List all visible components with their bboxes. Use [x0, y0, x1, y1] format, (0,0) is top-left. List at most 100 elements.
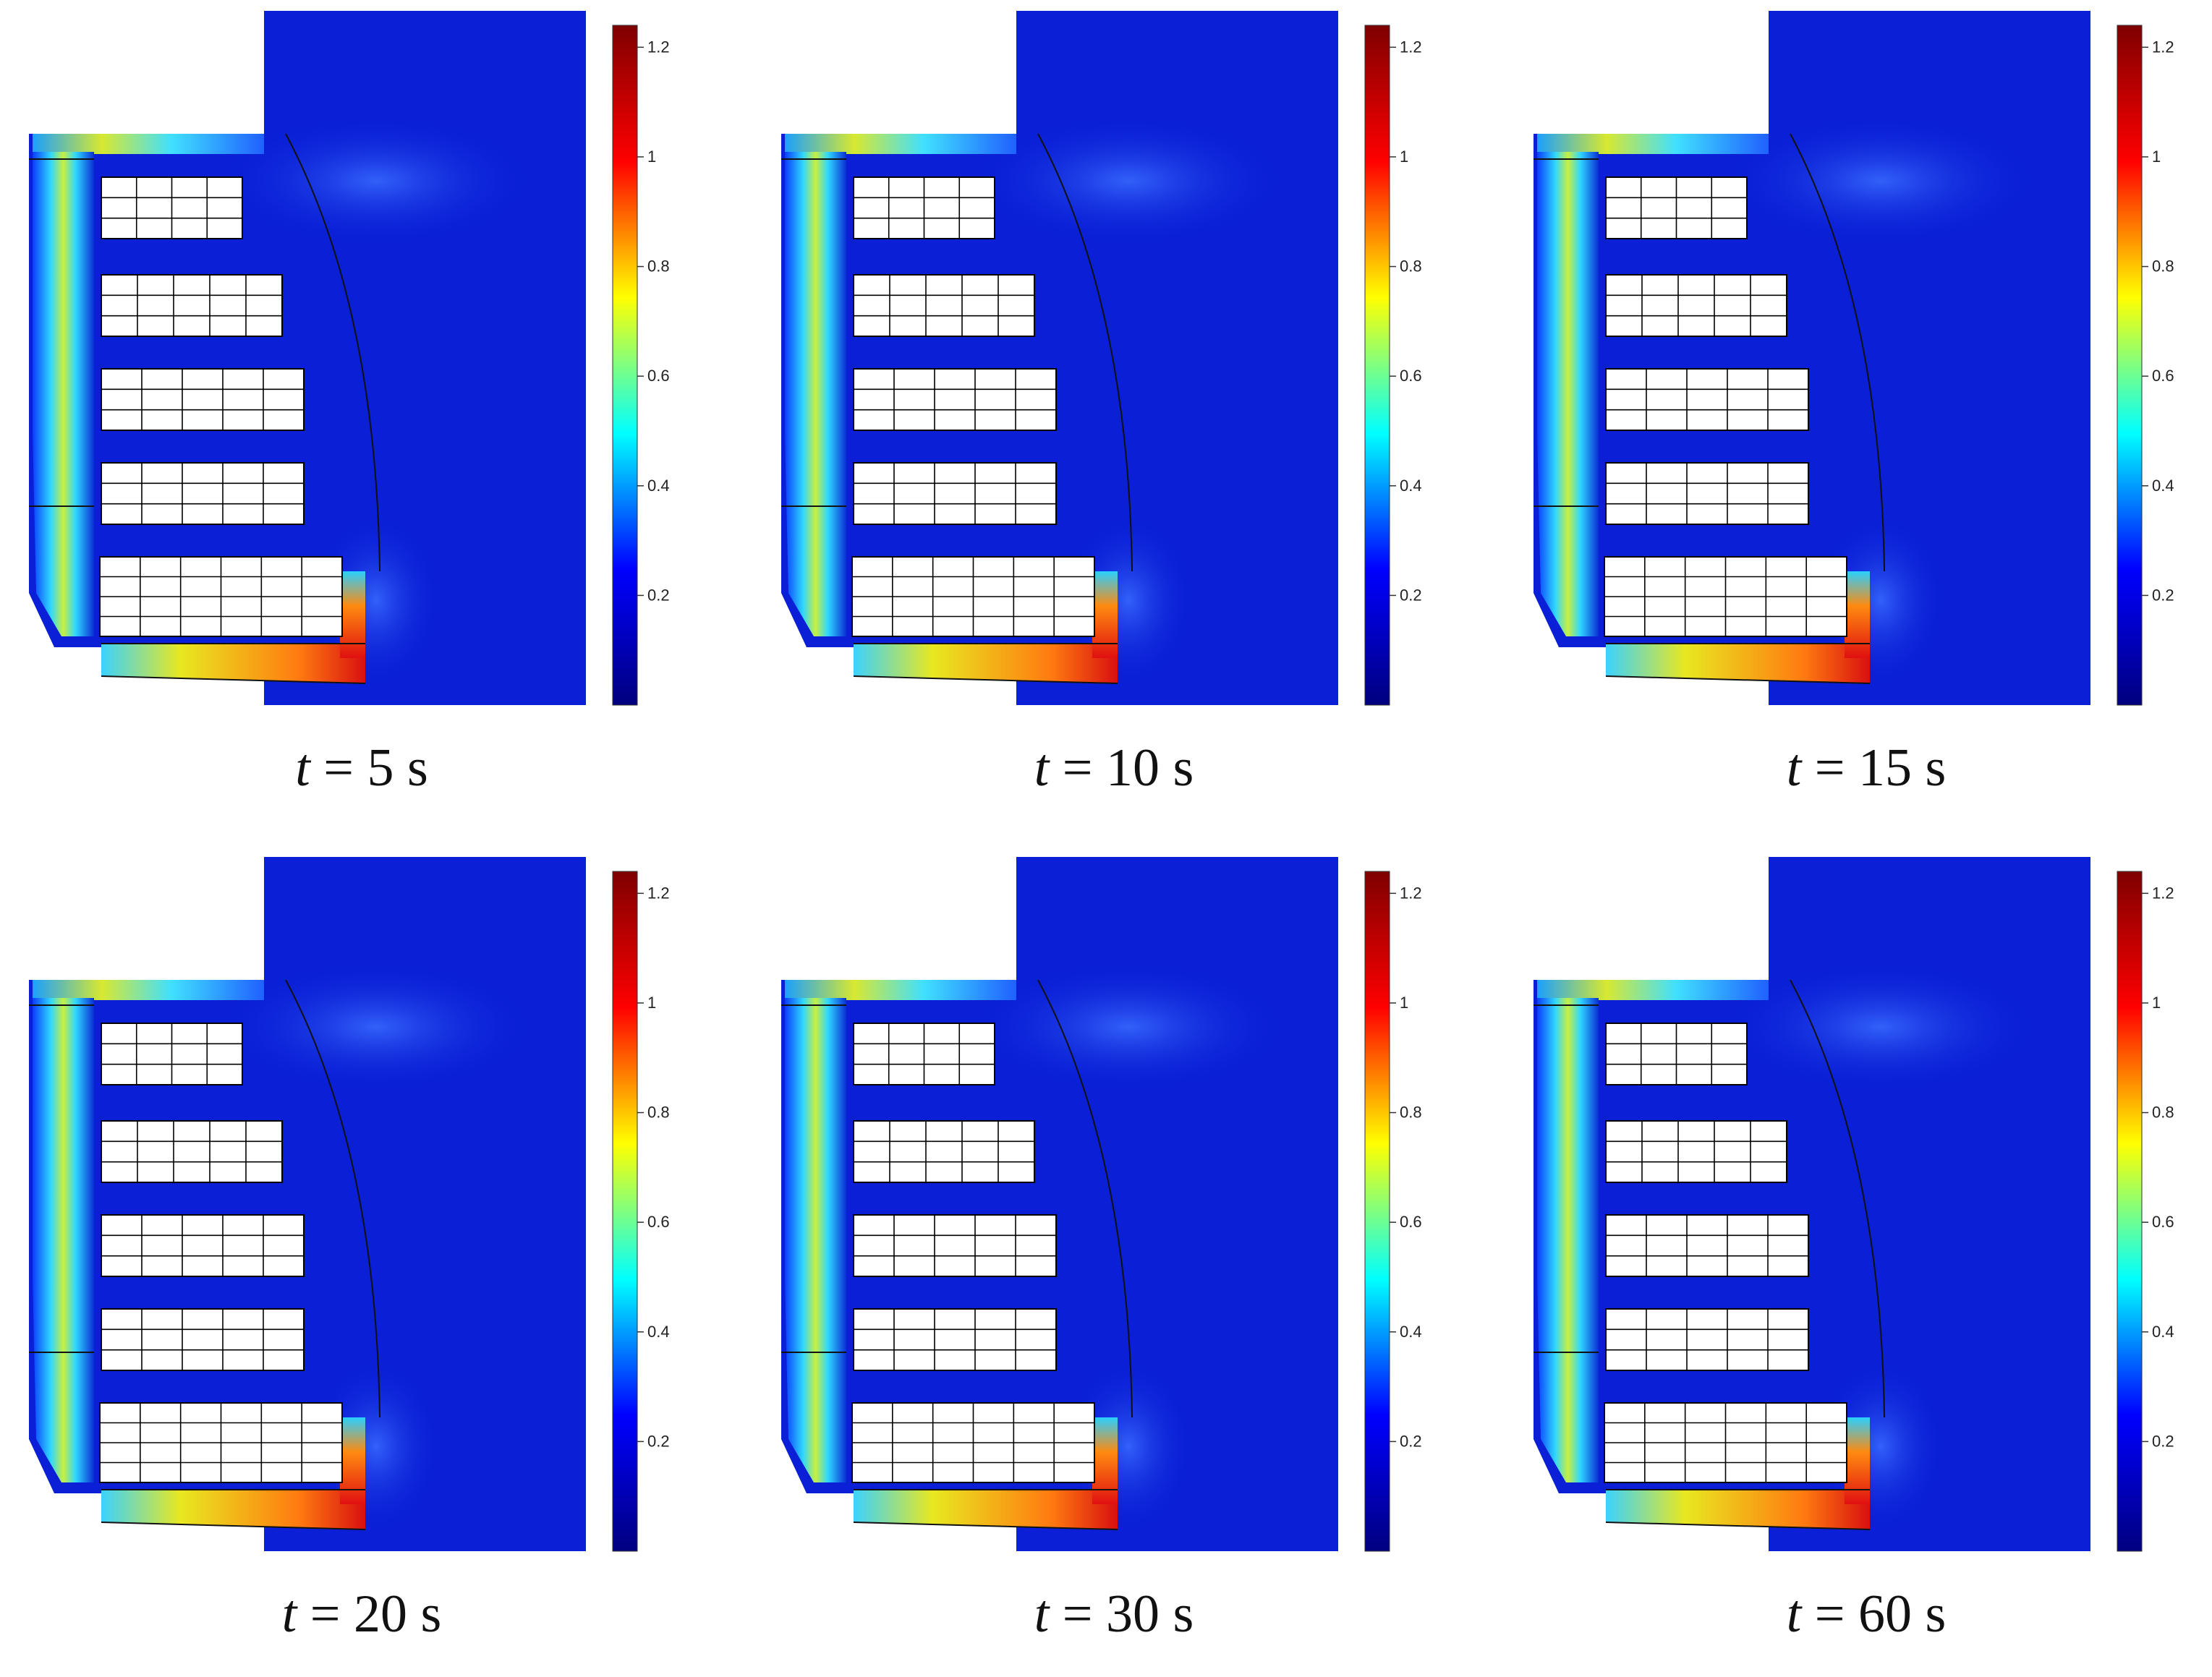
colorbar-tick-label: 1.2 [1400, 38, 1422, 56]
colorbar-tick-label: 0.2 [647, 586, 670, 604]
obstacle-block-1 [1605, 176, 1748, 239]
obstacle-block-3 [853, 1214, 1057, 1277]
bottom-jet [854, 644, 1118, 683]
obstacle-block-1 [853, 176, 995, 239]
left-wall-jet [1537, 998, 1599, 1482]
colorbar-tick-label: 0.4 [2152, 477, 2174, 495]
colorbar-tick-label: 0.8 [647, 1104, 670, 1122]
time-variable: t [1786, 1584, 1802, 1644]
colorbar-tick-label: 0.6 [1400, 367, 1422, 385]
colorbar [612, 25, 638, 706]
obstacle-block-4 [101, 1308, 305, 1371]
time-caption: t = 10 s [752, 738, 1476, 799]
colorbar-tick-label: 0.4 [647, 1323, 670, 1341]
colorbar-tick-label: 0.6 [647, 1213, 670, 1231]
time-variable: t [1034, 738, 1050, 798]
obstacle-block-3 [101, 1214, 305, 1277]
colorbar-tick-label: 0.6 [647, 367, 670, 385]
top-jet [33, 980, 264, 1000]
left-wall-jet [33, 152, 94, 636]
obstacle-block-1 [1605, 1023, 1748, 1085]
colorbar-tick-label: 1.2 [2152, 38, 2174, 56]
colorbar-tick-label: 1.2 [647, 38, 670, 56]
contour-plot: 0.2 0.4 0.6 0.8 1 1.2 [1533, 11, 2174, 706]
flow-panel-3: 0.2 0.4 0.6 0.8 1 1.2 t = 15 s [1505, 0, 2212, 831]
obstacle-block-1 [101, 176, 243, 239]
left-wall-jet [33, 998, 94, 1482]
return-jet [1845, 1417, 1870, 1504]
colorbar-tick-label: 1 [2152, 148, 2161, 166]
time-value: = 60 s [1801, 1584, 1947, 1644]
obstacle-block-2 [1605, 1120, 1787, 1183]
time-caption: t = 5 s [0, 738, 723, 799]
obstacle-block-4 [101, 462, 305, 525]
top-jet [1537, 134, 1769, 154]
colorbar [1364, 25, 1390, 706]
bottom-jet [854, 1490, 1118, 1529]
obstacle-block-4 [1605, 1308, 1809, 1371]
return-jet [1092, 1417, 1118, 1504]
obstacle-block-5 [99, 556, 343, 637]
colorbar-tick-label: 0.4 [647, 477, 670, 495]
time-variable: t [295, 738, 310, 798]
left-wall-jet [1537, 152, 1599, 636]
colorbar-tick-label: 0.4 [1400, 477, 1422, 495]
colorbar-tick-label: 0.8 [2152, 257, 2174, 276]
obstacle-block-2 [1605, 274, 1787, 337]
colorbar-tick-label: 0.8 [2152, 1104, 2174, 1122]
obstacle-block-2 [853, 1120, 1035, 1183]
time-caption: t = 60 s [1505, 1584, 2212, 1645]
colorbar-tick-label: 0.8 [1400, 1104, 1422, 1122]
colorbar-tick-label: 0.2 [1400, 586, 1422, 604]
obstacle-block-4 [1605, 462, 1809, 525]
time-caption: t = 30 s [752, 1584, 1476, 1645]
colorbar-tick-label: 0.6 [2152, 367, 2174, 385]
obstacle-block-3 [1605, 368, 1809, 431]
bottom-jet [101, 644, 365, 683]
flow-panel-5: 0.2 0.4 0.6 0.8 1 1.2 t = 30 s [752, 846, 1489, 1677]
colorbar-tick-label: 0.6 [2152, 1213, 2174, 1231]
contour-plot: 0.2 0.4 0.6 0.8 1 1.2 [29, 11, 670, 706]
flow-panel-4: 0.2 0.4 0.6 0.8 1 1.2 t = 20 s [0, 846, 737, 1677]
colorbar-tick-label: 0.8 [647, 257, 670, 276]
colorbar-tick-label: 1 [1400, 148, 1408, 166]
obstacle-block-2 [101, 1120, 283, 1183]
colorbar-tick-label: 1 [2152, 994, 2161, 1012]
colorbar-tick-label: 0.4 [2152, 1323, 2174, 1341]
top-jet [1537, 980, 1769, 1000]
colorbar-tick-label: 0.2 [1400, 1432, 1422, 1450]
obstacle-block-5 [851, 556, 1095, 637]
obstacle-block-4 [853, 1308, 1057, 1371]
contour-plot: 0.2 0.4 0.6 0.8 1 1.2 [781, 857, 1422, 1552]
top-jet [785, 134, 1016, 154]
contour-plot: 0.2 0.4 0.6 0.8 1 1.2 [1533, 857, 2174, 1552]
obstacle-block-3 [1605, 1214, 1809, 1277]
obstacle-block-5 [99, 1402, 343, 1483]
bottom-jet [101, 1490, 365, 1529]
obstacle-block-5 [851, 1402, 1095, 1483]
time-variable: t [1034, 1584, 1050, 1644]
obstacle-block-2 [101, 274, 283, 337]
time-value: = 5 s [310, 738, 428, 798]
colorbar-tick-label: 1 [647, 994, 656, 1012]
flow-panel-6: 0.2 0.4 0.6 0.8 1 1.2 t = 60 s [1505, 846, 2212, 1677]
time-value: = 30 s [1049, 1584, 1194, 1644]
colorbar [1364, 871, 1390, 1552]
time-caption: t = 20 s [0, 1584, 723, 1645]
return-jet [340, 1417, 365, 1504]
time-variable: t [1786, 738, 1802, 798]
bottom-jet [1606, 1490, 1870, 1529]
colorbar [2117, 25, 2143, 706]
time-value: = 10 s [1049, 738, 1194, 798]
colorbar-tick-label: 0.6 [1400, 1213, 1422, 1231]
time-value: = 20 s [297, 1584, 442, 1644]
bottom-jet [1606, 644, 1870, 683]
colorbar-tick-label: 0.8 [1400, 257, 1422, 276]
top-jet [33, 134, 264, 154]
obstacle-block-4 [853, 462, 1057, 525]
obstacle-block-1 [101, 1023, 243, 1085]
left-wall-jet [785, 998, 846, 1482]
left-wall-jet [785, 152, 846, 636]
return-jet [340, 571, 365, 658]
